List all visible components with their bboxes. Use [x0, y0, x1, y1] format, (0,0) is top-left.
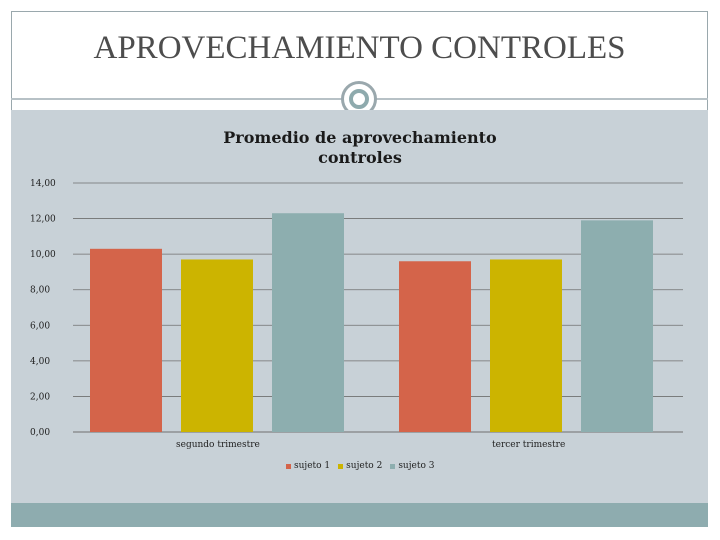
legend-item: sujeto 3 — [390, 461, 434, 471]
legend-item: sujeto 1 — [286, 461, 330, 471]
bar-sujeto-2-0 — [181, 259, 253, 432]
y-tick-label: 0,00 — [30, 428, 50, 438]
y-tick-label: 8,00 — [30, 286, 50, 296]
legend-swatch — [338, 463, 344, 469]
legend-swatch — [286, 463, 291, 469]
y-tick-label: 2,00 — [30, 392, 50, 402]
y-tick-label: 4,00 — [30, 357, 50, 367]
legend-swatch — [390, 463, 396, 469]
bar-sujeto-3-1 — [581, 220, 653, 432]
chart-legend: sujeto 1 sujeto 2 sujeto 3 — [286, 461, 434, 471]
footer-bar — [11, 503, 708, 527]
legend-label: sujeto 3 — [398, 461, 435, 471]
y-tick-label: 14,00 — [30, 179, 56, 189]
bar-sujeto-3-0 — [272, 213, 344, 432]
legend-item: sujeto 2 — [338, 461, 382, 471]
slide-title: APROVECHAMIENTO CONTROLES — [93, 30, 626, 66]
y-tick-label: 6,00 — [30, 321, 50, 331]
legend-label: sujeto 2 — [346, 461, 383, 471]
x-category-label: segundo trimestre — [176, 440, 260, 450]
y-tick-label: 12,00 — [30, 215, 56, 225]
bar-sujeto-1-0 — [90, 248, 162, 432]
bar-sujeto-2-1 — [490, 259, 562, 432]
legend-label: sujeto 1 — [294, 461, 331, 471]
chart-title: Promedio de aprovechamiento controles — [223, 128, 497, 167]
y-tick-label: 10,00 — [30, 250, 56, 260]
x-category-label: tercer trimestre — [492, 440, 565, 450]
bar-sujeto-1-1 — [399, 261, 471, 432]
